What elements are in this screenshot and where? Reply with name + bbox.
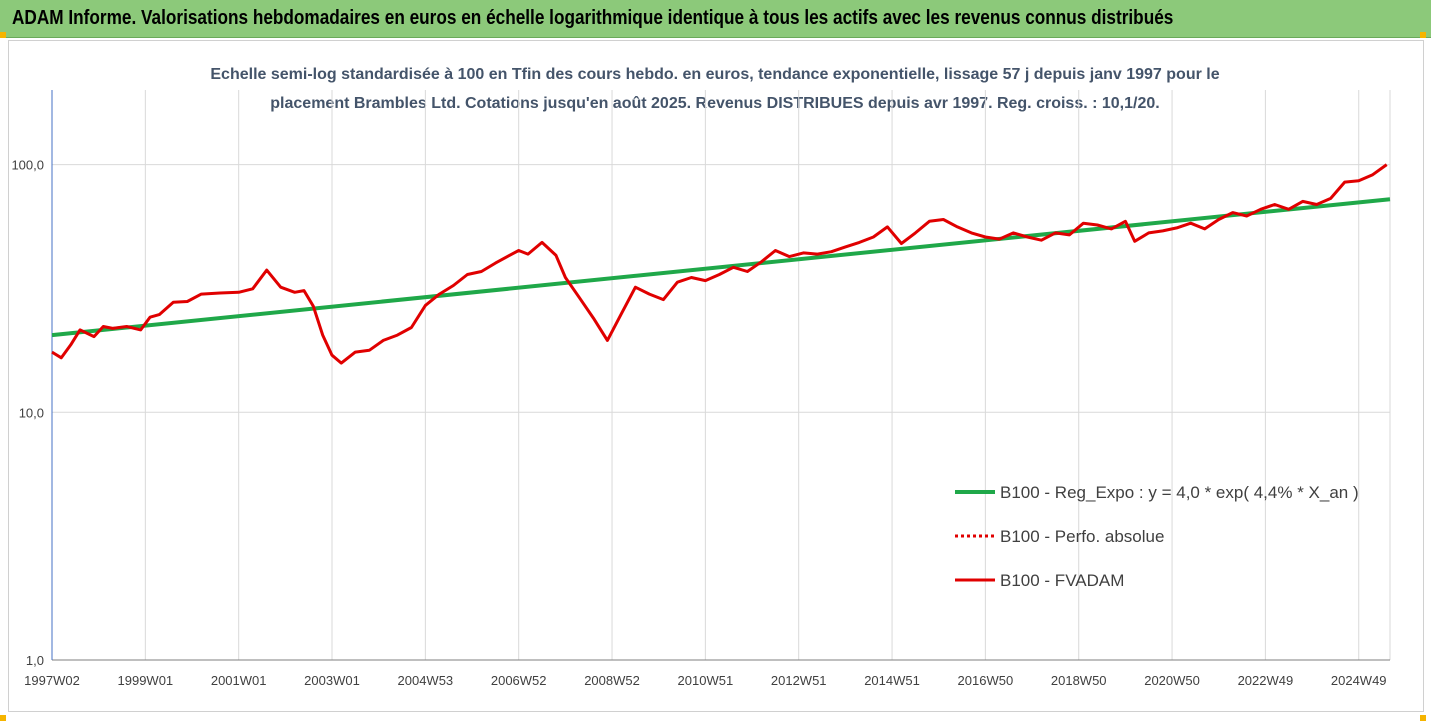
- legend-label-2: B100 - FVADAM: [1000, 571, 1124, 590]
- x-tick-label: 2024W49: [1331, 673, 1387, 688]
- chart-frame: [8, 40, 1424, 712]
- x-tick-label: 2022W49: [1238, 673, 1294, 688]
- x-tick-label: 1997W02: [24, 673, 80, 688]
- x-tick-label: 2020W50: [1144, 673, 1200, 688]
- chart-title-line-1: Echelle semi-log standardisée à 100 en T…: [210, 66, 1220, 83]
- x-tick-label: 2010W51: [678, 673, 734, 688]
- header-title: ADAM Informe. Valorisations hebdomadaire…: [12, 7, 1174, 29]
- corner-marker-bottom-right: [1420, 715, 1426, 721]
- corner-marker-right: [1420, 32, 1426, 38]
- x-tick-label: 2004W53: [398, 673, 454, 688]
- x-tick-label: 2006W52: [491, 673, 547, 688]
- x-tick-label: 2001W01: [211, 673, 267, 688]
- x-tick-label: 1999W01: [118, 673, 174, 688]
- corner-marker-left: [0, 32, 6, 38]
- legend-label-0: B100 - Reg_Expo : y = 4,0 * exp( 4,4% * …: [1000, 483, 1359, 502]
- y-tick-label: 1,0: [26, 653, 44, 668]
- y-tick-label: 10,0: [19, 405, 44, 420]
- y-tick-label: 100,0: [11, 158, 44, 173]
- legend-label-1: B100 - Perfo. absolue: [1000, 527, 1164, 546]
- x-tick-label: 2014W51: [864, 673, 920, 688]
- x-tick-label: 2018W50: [1051, 673, 1107, 688]
- x-tick-label: 2008W52: [584, 673, 640, 688]
- chart-title-line-2: placement Brambles Ltd. Cotations jusqu'…: [270, 95, 1160, 112]
- series-line-2: [51, 163, 1388, 365]
- corner-marker-bottom-left: [0, 715, 6, 721]
- x-tick-label: 2003W01: [304, 673, 360, 688]
- x-tick-label: 2012W51: [771, 673, 827, 688]
- series-line-0: [51, 197, 1391, 338]
- header-banner: ADAM Informe. Valorisations hebdomadaire…: [0, 0, 1431, 38]
- x-tick-label: 2016W50: [958, 673, 1014, 688]
